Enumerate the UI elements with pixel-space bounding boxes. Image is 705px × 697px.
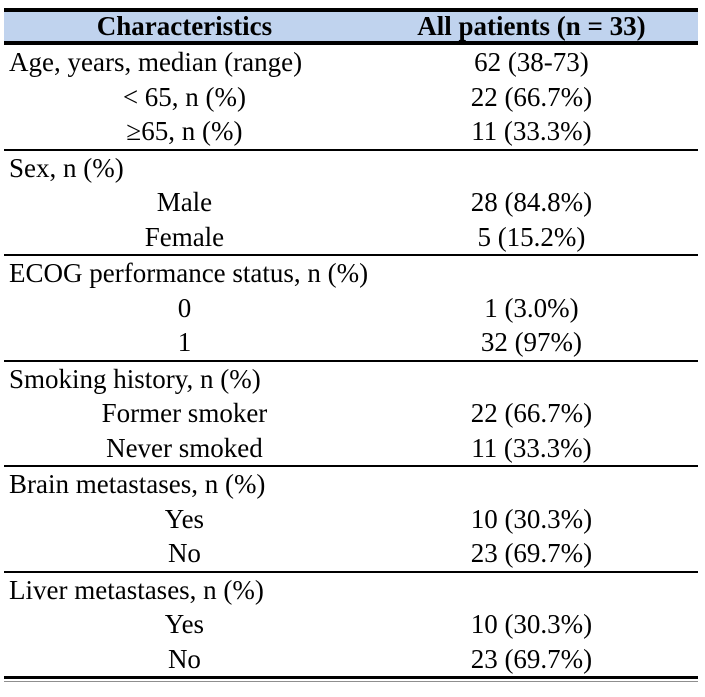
row-label: Male bbox=[156, 187, 213, 217]
row-label: Never smoked bbox=[106, 432, 263, 463]
table-row: < 65, n (%) 22 (66.7%) bbox=[4, 80, 698, 115]
row-value: 11 (33.3%) bbox=[471, 116, 592, 146]
row-label: Liver metastases, n (%) bbox=[4, 570, 365, 607]
row-value: 5 (15.2%) bbox=[477, 221, 586, 252]
table-row: Sex, n (%) bbox=[4, 148, 698, 185]
table-row: 0 1 (3.0%) bbox=[4, 291, 698, 326]
row-label: ≥65, n (%) bbox=[126, 116, 243, 146]
row-value bbox=[364, 359, 698, 396]
page: Characteristics All patients (n = 33) Ag… bbox=[4, 8, 698, 682]
row-label: No bbox=[167, 538, 201, 568]
row-value: 32 (97%) bbox=[480, 327, 583, 357]
row-label: Female bbox=[144, 221, 225, 252]
row-value: 62 (38-73) bbox=[474, 47, 589, 77]
row-value: 22 (66.7%) bbox=[470, 398, 593, 428]
column-header-all-patients: All patients (n = 33) bbox=[364, 10, 698, 45]
row-value bbox=[364, 570, 698, 607]
row-value: 10 (30.3%) bbox=[470, 609, 593, 639]
table-row: No 23 (69.7%) bbox=[4, 642, 698, 678]
table-row: Brain metastases, n (%) bbox=[4, 465, 698, 502]
row-value: 1 (3.0%) bbox=[484, 292, 579, 323]
patient-characteristics-table: Characteristics All patients (n = 33) Ag… bbox=[4, 8, 698, 679]
table-row: No 23 (69.7%) bbox=[4, 536, 698, 572]
row-value: 11 (33.3%) bbox=[471, 432, 592, 463]
table-row: Yes 10 (30.3%) bbox=[4, 607, 698, 642]
row-label: Smoking history, n (%) bbox=[4, 359, 365, 396]
row-label: Brain metastases, n (%) bbox=[4, 465, 365, 502]
table-row: Never smoked 11 (33.3%) bbox=[4, 431, 698, 467]
table-row: Female 5 (15.2%) bbox=[4, 220, 698, 256]
table-row: Male 28 (84.8%) bbox=[4, 185, 698, 220]
table-row: ECOG performance status, n (%) bbox=[4, 254, 698, 291]
row-label: 0 bbox=[177, 292, 192, 323]
row-label: ECOG performance status, n (%) bbox=[4, 254, 368, 291]
row-label: Former smoker bbox=[101, 398, 268, 428]
row-label: < 65, n (%) bbox=[122, 81, 247, 112]
table-row: Yes 10 (30.3%) bbox=[4, 502, 698, 537]
table-row: ≥65, n (%) 11 (33.3%) bbox=[4, 114, 698, 150]
row-value bbox=[364, 465, 698, 502]
table-row: 1 32 (97%) bbox=[4, 325, 698, 361]
table-row: Smoking history, n (%) bbox=[4, 359, 698, 396]
row-value: 23 (69.7%) bbox=[470, 643, 593, 674]
row-label: No bbox=[167, 643, 201, 674]
row-value: 28 (84.8%) bbox=[470, 187, 593, 217]
row-value: 22 (66.7%) bbox=[470, 81, 593, 112]
column-header-characteristics: Characteristics bbox=[4, 10, 365, 45]
row-value: 10 (30.3%) bbox=[470, 503, 593, 534]
table-header-row: Characteristics All patients (n = 33) bbox=[4, 10, 698, 45]
row-label: Yes bbox=[164, 503, 205, 534]
table-row: Former smoker 22 (66.7%) bbox=[4, 396, 698, 431]
row-value bbox=[364, 148, 698, 185]
row-label: Yes bbox=[164, 609, 205, 639]
row-label: Sex, n (%) bbox=[4, 148, 365, 185]
row-label: Age, years, median (range) bbox=[9, 47, 303, 77]
bottom-thin-rule bbox=[4, 681, 698, 682]
row-value: 23 (69.7%) bbox=[470, 538, 593, 568]
table-row: Liver metastases, n (%) bbox=[4, 570, 698, 607]
table-row: Age, years, median (range) 62 (38-73) bbox=[4, 43, 698, 80]
row-label: 1 bbox=[177, 327, 192, 357]
row-value bbox=[364, 254, 698, 291]
